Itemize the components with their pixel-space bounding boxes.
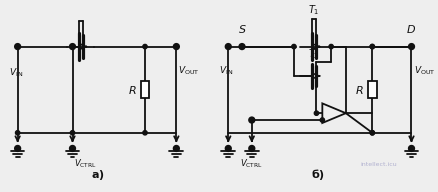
Circle shape [143,44,147,49]
Circle shape [370,44,374,49]
Circle shape [320,118,325,122]
Circle shape [173,146,179,151]
Circle shape [15,131,20,135]
Circle shape [292,44,296,49]
Circle shape [15,146,21,151]
Text: $\mathbf{a)}$: $\mathbf{a)}$ [91,168,105,182]
Text: $\mathbf{б)}$: $\mathbf{б)}$ [311,167,325,182]
Bar [368,81,377,98]
Text: $R$: $R$ [128,84,137,96]
Circle shape [370,131,374,135]
Text: $V_{\mathrm{OUT}}$: $V_{\mathrm{OUT}}$ [178,64,200,77]
Circle shape [329,44,333,49]
Circle shape [173,44,179,49]
Circle shape [249,117,254,123]
Text: $V_{\mathrm{OUT}}$: $V_{\mathrm{OUT}}$ [414,64,436,77]
Text: $V_{\mathrm{CTRL}}$: $V_{\mathrm{CTRL}}$ [74,157,97,170]
Circle shape [226,146,231,151]
Circle shape [71,131,74,135]
Text: $V_{\mathrm{CTRL}}$: $V_{\mathrm{CTRL}}$ [240,157,263,170]
Circle shape [143,131,147,135]
Text: $T_2$: $T_2$ [307,47,319,61]
Text: $S$: $S$ [238,23,246,35]
Circle shape [409,44,414,49]
Circle shape [70,146,75,151]
Text: $T_1$: $T_1$ [307,3,319,17]
Circle shape [239,44,245,49]
Circle shape [15,44,21,49]
Text: $D$: $D$ [406,23,417,35]
Bar [141,81,149,98]
Text: $R$: $R$ [355,84,364,96]
Circle shape [409,146,414,151]
Circle shape [370,131,374,135]
Text: $V_{\mathrm{IN}}$: $V_{\mathrm{IN}}$ [219,64,233,77]
Circle shape [249,146,254,151]
Circle shape [314,111,318,115]
Text: intellect.icu: intellect.icu [360,162,397,167]
Circle shape [370,44,374,49]
Circle shape [226,44,231,49]
Circle shape [70,44,75,49]
Text: $V_{\mathrm{IN}}$: $V_{\mathrm{IN}}$ [9,66,23,79]
